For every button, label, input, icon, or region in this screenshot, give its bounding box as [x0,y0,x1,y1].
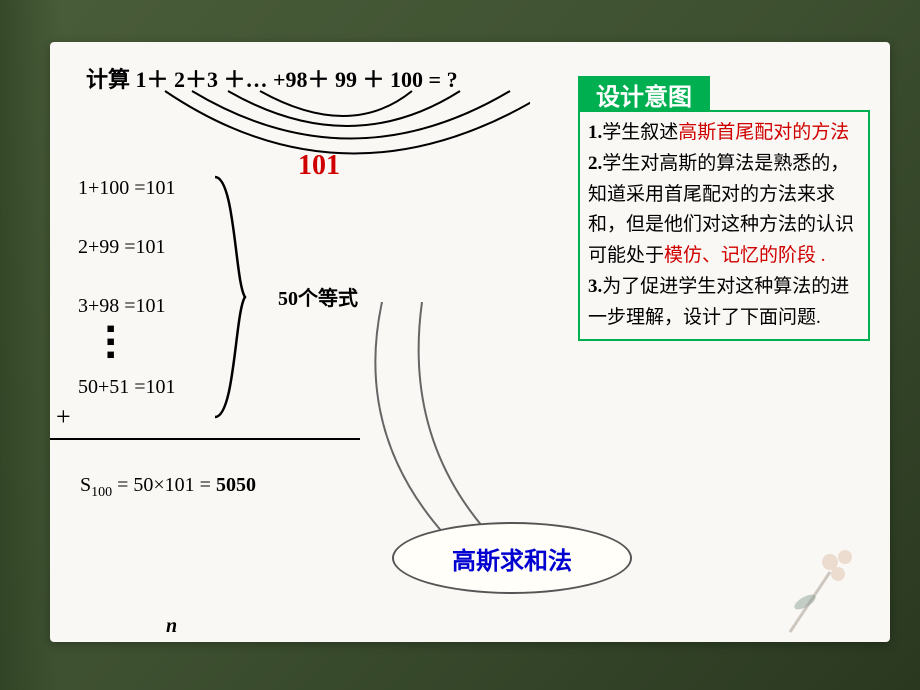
slide-content: 计算 1＋ 2＋3 ＋… +98＋ 99 ＋ 100 = ? 101 1+100… [50,42,890,642]
equation-row: 50+51 =101 [78,376,176,399]
pairing-arcs [150,86,530,176]
n-symbol: n [166,615,177,638]
callout-tail [374,302,494,542]
callout-text: 高斯求和法 [452,541,572,576]
intent-item: 1.学生叙述高斯首尾配对的方法 [588,118,860,149]
intent-box: 1.学生叙述高斯首尾配对的方法 2.学生对高斯的算法是熟悉的，知道采用首尾配对的… [578,110,870,341]
curly-brace [210,172,270,422]
vertical-dots: ▪▪▪ [106,322,115,361]
equation-row: 2+99 =101 [78,236,176,259]
final-result: S100 = 50×101 = 5050 [80,474,256,501]
flower-decoration [710,502,890,642]
equation-list: 1+100 =101 2+99 =101 3+98 =101 50+51 =10… [78,177,176,435]
equation-row: 1+100 =101 [78,177,176,200]
brace-label: 50个等式 [278,282,358,311]
method-callout: 高斯求和法 [392,522,632,594]
plus-sign: + [56,402,71,432]
intent-header: 设计意图 [578,76,710,112]
intent-item: 2.学生对高斯的算法是熟悉的，知道采用首尾配对的方法来求和，但是他们对这种方法的… [588,149,860,272]
intent-item: 3.为了促进学生对这种算法的进一步理解，设计了下面问题. [588,272,860,334]
pair-sum-result: 101 [298,150,340,182]
sum-line [50,438,360,440]
equation-row: 3+98 =101 [78,295,176,318]
